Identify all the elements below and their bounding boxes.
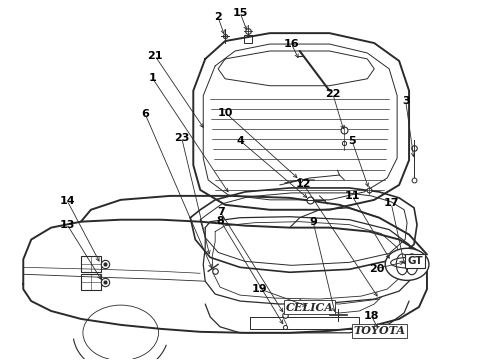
- FancyBboxPatch shape: [389, 255, 404, 267]
- Text: CELICA: CELICA: [286, 302, 334, 312]
- Text: 14: 14: [59, 196, 75, 206]
- Text: 20: 20: [369, 264, 384, 274]
- Text: 5: 5: [348, 136, 356, 147]
- FancyBboxPatch shape: [81, 256, 101, 272]
- Text: 6: 6: [141, 109, 149, 119]
- Text: TOYOTA: TOYOTA: [353, 325, 405, 336]
- Text: 23: 23: [174, 133, 189, 143]
- Text: 17: 17: [383, 198, 399, 208]
- Text: 18: 18: [364, 311, 379, 321]
- FancyBboxPatch shape: [244, 35, 252, 43]
- Text: 8: 8: [217, 216, 224, 226]
- FancyBboxPatch shape: [81, 274, 101, 290]
- Text: GT: GT: [407, 256, 423, 266]
- Text: 19: 19: [252, 284, 268, 294]
- Text: 7: 7: [217, 207, 224, 217]
- Text: 1: 1: [148, 73, 156, 83]
- Text: 13: 13: [59, 220, 75, 230]
- Text: 9: 9: [309, 217, 317, 227]
- Text: 16: 16: [284, 39, 299, 49]
- Text: 10: 10: [218, 108, 233, 118]
- Text: 22: 22: [325, 89, 341, 99]
- Text: 15: 15: [232, 8, 248, 18]
- Circle shape: [385, 248, 429, 280]
- Text: 12: 12: [296, 179, 311, 189]
- Text: 2: 2: [214, 13, 222, 22]
- Text: 3: 3: [402, 96, 410, 107]
- Text: 4: 4: [236, 136, 244, 146]
- Text: 21: 21: [147, 51, 163, 61]
- Text: 11: 11: [344, 191, 360, 201]
